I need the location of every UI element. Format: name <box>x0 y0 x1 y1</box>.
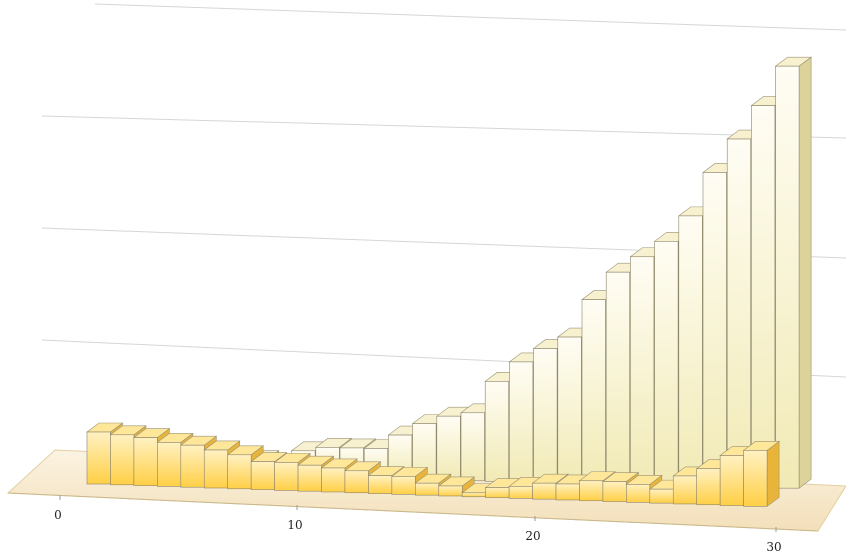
x-axis-line <box>7 492 819 532</box>
gridline <box>41 115 846 139</box>
x-tick-label: 30 <box>766 540 781 554</box>
bar-back <box>774 56 812 489</box>
back-series <box>97 56 812 489</box>
x-tick-label: 10 <box>287 518 302 532</box>
x-axis: 0 10 20 30 <box>54 495 782 554</box>
gridline <box>94 3 846 31</box>
x-tick-label: 0 <box>54 508 62 522</box>
x-tick-label: 20 <box>525 529 540 543</box>
bar-front <box>742 440 780 507</box>
front-series <box>86 422 780 507</box>
